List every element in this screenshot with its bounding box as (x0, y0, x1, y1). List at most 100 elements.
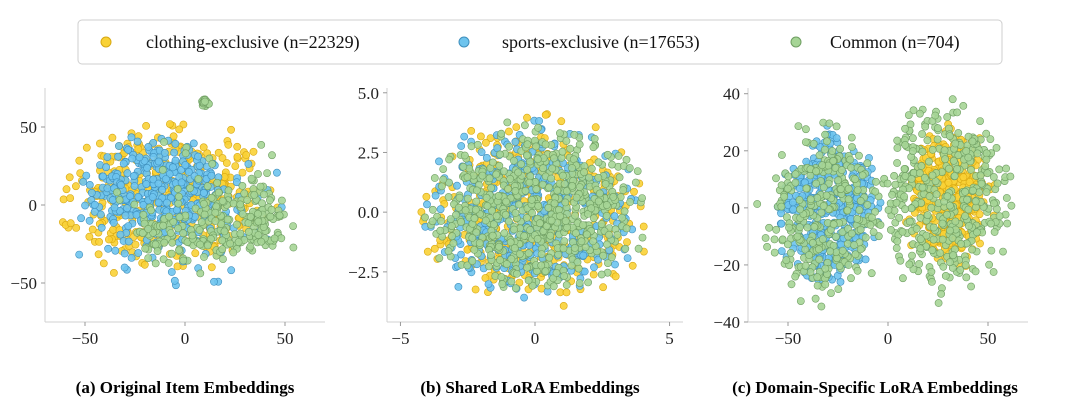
scatter-point (218, 197, 227, 205)
scatter-point (236, 200, 245, 209)
scatter-point (614, 152, 623, 160)
scatter-point (819, 183, 828, 192)
scatter-point (589, 143, 598, 152)
scatter-point (968, 245, 976, 254)
scatter-point (154, 198, 163, 207)
scatter-point (574, 264, 583, 273)
scatter-point (161, 175, 170, 183)
scatter-point (847, 163, 855, 172)
scatter-point (927, 267, 936, 276)
scatter-point (484, 280, 493, 288)
scatter-point (199, 199, 208, 208)
scatter-point (238, 181, 247, 190)
scatter-point (940, 146, 949, 155)
scatter-point (544, 203, 553, 212)
scatter-point (240, 189, 249, 198)
scatter-point (843, 239, 852, 248)
scatter-point (476, 132, 485, 141)
scatter-point (938, 219, 947, 228)
scatter-point (135, 153, 144, 162)
scatter-point (141, 244, 150, 253)
scatter-point (140, 260, 149, 269)
scatter-point (571, 243, 579, 252)
scatter-point (832, 134, 841, 142)
scatter-point (171, 139, 180, 148)
scatter-point (191, 249, 200, 258)
scatter-point (523, 263, 532, 272)
scatter-point (151, 259, 160, 268)
scatter-point (777, 219, 786, 228)
scatter-point (535, 117, 543, 125)
scatter-point (777, 202, 786, 211)
scatter-point (238, 168, 247, 177)
scatter-point (847, 229, 856, 238)
y-tick-label: 0.0 (358, 203, 379, 222)
scatter-point (846, 155, 855, 164)
scatter-point (207, 171, 216, 180)
scatter-point (810, 222, 819, 231)
scatter-point (439, 165, 448, 173)
scatter-point (457, 218, 465, 226)
scatter-point (782, 256, 791, 265)
scatter-point (628, 261, 637, 270)
scatter-point (516, 250, 524, 258)
scatter-point (521, 121, 529, 130)
scatter-point (437, 217, 445, 225)
scatter-point (511, 137, 520, 146)
scatter-point (1002, 194, 1011, 202)
scatter-point (472, 197, 481, 206)
scatter-point (496, 150, 504, 159)
y-tick-label: 0 (29, 196, 38, 215)
scatter-point (147, 206, 155, 215)
scatter-point (863, 200, 872, 209)
scatter-point (525, 178, 534, 187)
scatter-point (541, 267, 550, 276)
scatter-point (109, 218, 118, 227)
legend-label-clothing: clothing-exclusive (n=22329) (146, 32, 360, 53)
scatter-point (170, 276, 179, 285)
scatter-point (917, 161, 926, 170)
scatter-point (229, 248, 238, 257)
scatter-point (210, 277, 218, 286)
scatter-point (633, 167, 642, 175)
scatter-point (470, 214, 479, 223)
scatter-point (572, 193, 581, 202)
scatter-point (267, 205, 276, 214)
scatter-point (896, 256, 905, 265)
scatter-point (855, 206, 864, 214)
scatter-point (546, 231, 555, 240)
scatter-point (983, 169, 992, 178)
y-tick-label: −2.5 (348, 263, 379, 282)
scatter-point (253, 209, 262, 218)
scatter-point (834, 285, 843, 293)
scatter-point (483, 201, 492, 210)
scatter-point (843, 206, 852, 215)
scatter-point (175, 125, 184, 134)
scatter-point (631, 178, 640, 187)
scatter-point (985, 260, 993, 269)
scatter-point (468, 233, 477, 242)
scatter-point (610, 212, 619, 221)
scatter-point (428, 205, 437, 214)
scatter-point (951, 217, 960, 226)
scatter-point (968, 137, 977, 146)
scatter-point (872, 177, 880, 186)
scatter-point (550, 154, 558, 163)
scatter-point (256, 182, 265, 191)
scatter-point (167, 268, 176, 276)
scatter-point (796, 297, 805, 305)
scatter-point (560, 179, 569, 188)
scatter-point (579, 221, 587, 229)
scatter-point (801, 261, 810, 270)
scatter-point (75, 250, 84, 259)
scatter-point (224, 186, 233, 195)
scatter-point (778, 151, 786, 159)
scatter-point (847, 133, 856, 142)
scatter-point (638, 194, 646, 202)
scatter-point (995, 165, 1004, 174)
legend-marker-clothing (100, 36, 112, 48)
scatter-point (232, 220, 241, 229)
scatter-point (976, 171, 985, 180)
scatter-point (962, 147, 971, 155)
scatter-point (521, 186, 530, 195)
